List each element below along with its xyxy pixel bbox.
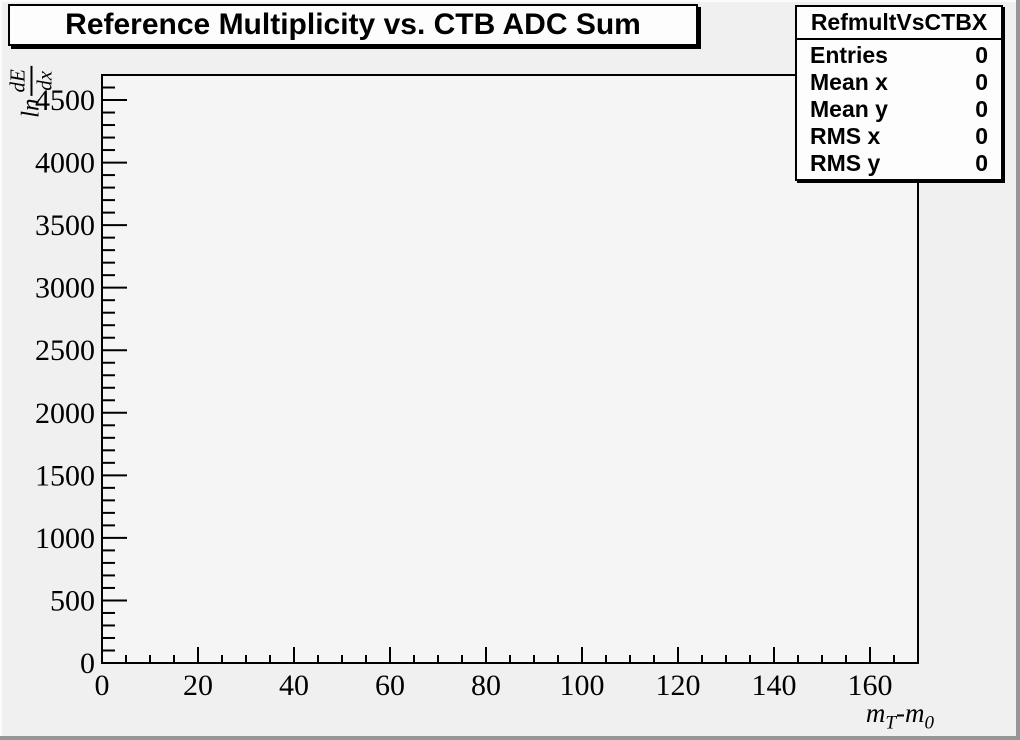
stats-box-rows: Entries 0 Mean x 0 Mean y 0 RMS x 0 RMS … <box>797 40 1001 179</box>
y-axis-title: ln dE dx <box>6 66 57 118</box>
fraction-numerator: dE <box>6 66 33 96</box>
canvas-bevel-right <box>1016 0 1020 740</box>
stats-value: 0 <box>975 69 988 95</box>
x-tick-label: 80 <box>471 669 501 702</box>
stats-value: 0 <box>975 123 988 149</box>
x-tick-label: 140 <box>752 669 797 702</box>
y-axis-title-fraction: dE dx <box>6 66 57 96</box>
fraction-denominator: dx <box>32 70 57 91</box>
stats-row-rms-x: RMS x 0 <box>797 123 1001 150</box>
plot-title: Reference Multiplicity vs. CTB ADC Sum <box>65 8 641 41</box>
stats-row-entries: Entries 0 <box>797 42 1001 69</box>
plot-title-box: Reference Multiplicity vs. CTB ADC Sum <box>8 4 698 46</box>
y-tick-label: 1500 <box>35 459 95 492</box>
stats-value: 0 <box>975 42 988 68</box>
y-tick-label: 4000 <box>35 147 95 180</box>
stats-label: Entries <box>810 42 888 68</box>
y-tick-label: 0 <box>80 647 95 680</box>
x-title-m1: m <box>865 698 886 728</box>
y-tick-label: 3500 <box>35 209 95 242</box>
y-tick-label: 4500 <box>35 84 95 117</box>
plot-frame <box>101 74 919 664</box>
x-title-sub2: 0 <box>924 712 935 734</box>
x-tick-label: 120 <box>656 669 701 702</box>
stats-row-mean-y: Mean y 0 <box>797 96 1001 123</box>
y-tick-label: 500 <box>50 584 95 617</box>
y-tick-label: 2000 <box>35 397 95 430</box>
canvas-bevel-left <box>0 0 2 740</box>
x-tick-label: 160 <box>848 669 893 702</box>
x-axis-title: mT-m0 <box>866 698 934 734</box>
y-tick-label: 1000 <box>35 522 95 555</box>
stats-box: RefmultVsCTBX Entries 0 Mean x 0 Mean y … <box>795 5 1003 181</box>
stats-box-header: RefmultVsCTBX <box>797 7 1001 40</box>
stats-value: 0 <box>975 96 988 122</box>
stats-label: Mean y <box>810 96 888 122</box>
canvas-bevel-bottom <box>0 736 1020 740</box>
y-axis-title-prefix: ln <box>17 98 44 118</box>
stats-value: 0 <box>975 150 988 176</box>
x-tick-label: 60 <box>375 669 405 702</box>
y-tick-label: 2500 <box>35 334 95 367</box>
canvas-bevel-top <box>0 0 1020 2</box>
x-tick-label: 40 <box>279 669 309 702</box>
stats-label: Mean x <box>810 69 888 95</box>
stats-label: RMS y <box>810 150 881 176</box>
x-title-m2: m <box>905 698 925 728</box>
x-tick-label: 20 <box>183 669 213 702</box>
x-title-minus: - <box>896 698 905 728</box>
stats-row-mean-x: Mean x 0 <box>797 69 1001 96</box>
y-tick-label: 3000 <box>35 272 95 305</box>
x-tick-label: 100 <box>560 669 605 702</box>
x-tick-label: 0 <box>95 669 110 702</box>
x-title-sub1: T <box>885 712 896 734</box>
stats-label: RMS x <box>810 123 881 149</box>
stats-row-rms-y: RMS y 0 <box>797 150 1001 177</box>
